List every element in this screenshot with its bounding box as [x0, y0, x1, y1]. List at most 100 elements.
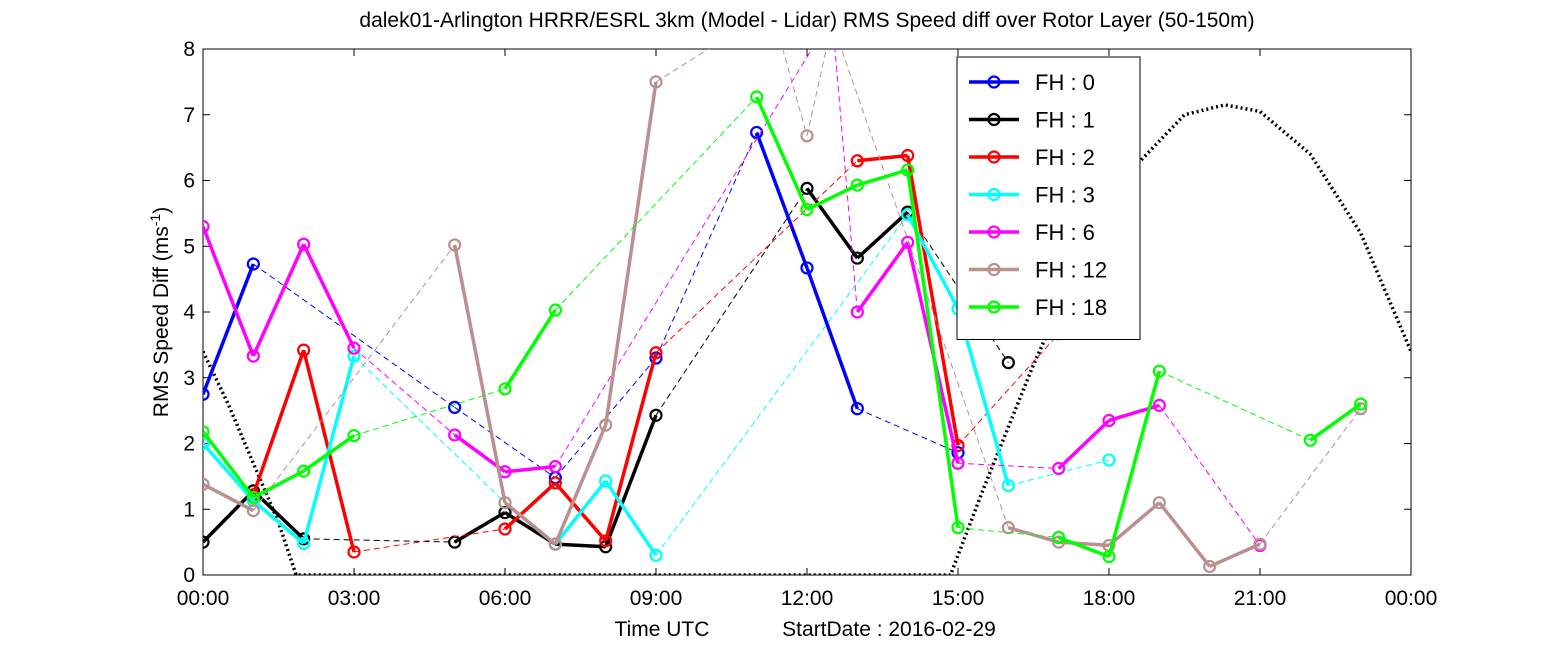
y-tick-label: 6 [183, 170, 195, 193]
x-tick-label: 03:00 [328, 587, 381, 610]
legend-label: FH : 18 [1035, 295, 1107, 320]
series-gap-line [655, 214, 909, 556]
data-point [850, 178, 864, 192]
legend-swatch-marker [987, 300, 1001, 314]
series-gap-line [957, 527, 1059, 539]
data-point [800, 129, 814, 143]
x-tick-label: 00:00 [177, 587, 230, 610]
data-point [901, 163, 915, 177]
series-line [203, 442, 255, 502]
data-point [347, 545, 361, 559]
series-6 [203, 90, 1368, 564]
data-point [800, 181, 814, 195]
data-point [901, 235, 915, 249]
series-gap-line [782, 49, 808, 136]
data-point [297, 464, 311, 478]
series-line [1309, 402, 1362, 442]
x-tick-label: 12:00 [781, 587, 834, 610]
x-tick-label: 06:00 [479, 587, 532, 610]
y-tick-label: 4 [183, 301, 195, 324]
series-gap-line [957, 462, 1059, 469]
data-point [850, 305, 864, 319]
legend: FH : 0 FH : 1 FH : 2 FH : 3 FH : 6 FH : 12 FH … [956, 56, 1141, 340]
series-line [203, 225, 255, 357]
data-point [548, 459, 562, 474]
data-point [347, 349, 361, 363]
legend-label: FH : 3 [1035, 183, 1095, 208]
data-point [203, 535, 210, 549]
series-line [905, 169, 960, 528]
series-line [855, 241, 910, 314]
data-point [1102, 549, 1116, 564]
series-line [604, 414, 658, 548]
series-gap-line [353, 355, 506, 504]
data-point [498, 522, 512, 536]
data-point [498, 382, 512, 396]
series-line [1057, 419, 1111, 470]
data-point [1102, 413, 1116, 428]
data-point [203, 425, 210, 439]
plot-area: 00:00 03:00 06:00 09:00 12:00 15:00 18:00 21:00… [177, 38, 1438, 610]
data-point [246, 503, 260, 518]
series-line [203, 430, 255, 499]
series-line [251, 349, 306, 496]
series-4 [203, 49, 1267, 553]
data-point [498, 505, 512, 520]
data-point [448, 400, 462, 414]
data-point [649, 75, 663, 89]
series-line [553, 424, 608, 545]
series-line [1157, 501, 1212, 568]
data-point [1354, 397, 1368, 411]
data-point [1152, 398, 1166, 412]
series-line [1107, 501, 1161, 547]
data-point [649, 408, 663, 422]
data-point [1052, 461, 1066, 476]
chart-title: dalek01-Arlington HRRR/ESRL 3km (Model -… [359, 9, 1254, 32]
data-point [297, 536, 311, 551]
data-point [800, 261, 814, 275]
legend-swatch-marker [987, 187, 1001, 202]
data-point [599, 534, 613, 548]
x-tick-label: 00:00 [1385, 587, 1438, 610]
series-gap-line [303, 538, 455, 543]
series-gap-line [554, 357, 657, 479]
data-point [750, 90, 764, 104]
series-line [856, 210, 909, 260]
series-line [203, 489, 255, 544]
legend-label: FH : 12 [1035, 258, 1107, 283]
y-tick-label: 5 [183, 235, 195, 258]
y-axis-label-close: ) [150, 207, 173, 214]
series-gap-line [252, 244, 456, 511]
y-tick-label: 2 [183, 433, 195, 456]
legend-swatch-marker [987, 112, 1001, 127]
series-line [905, 155, 960, 446]
series-line [503, 501, 557, 546]
data-point [1052, 530, 1066, 545]
data-point [649, 346, 663, 360]
data-point [750, 125, 764, 140]
series-line [856, 168, 909, 187]
series-gap-line [857, 408, 959, 454]
data-point [297, 237, 311, 251]
series-line [301, 355, 356, 544]
data-point [1152, 364, 1166, 378]
data-point [1001, 356, 1015, 370]
series-line [203, 263, 255, 395]
data-point [1001, 478, 1015, 493]
data-point [498, 496, 512, 510]
series-gap-line [1008, 459, 1110, 487]
series-gap-line [353, 528, 506, 553]
x-tick-label: 15:00 [932, 587, 985, 610]
data-point [850, 402, 864, 416]
data-point [1152, 496, 1166, 510]
y-tick-label: 3 [183, 367, 195, 390]
series-line [503, 481, 557, 531]
series-line [857, 153, 908, 163]
x-axis-start-date: StartDate : 2016-02-29 [782, 618, 996, 641]
data-point [901, 148, 915, 163]
series-gap-line [554, 96, 758, 311]
series-line [1058, 535, 1110, 559]
data-point [448, 428, 462, 442]
series-gap-line [454, 406, 556, 479]
series-line [555, 542, 606, 549]
